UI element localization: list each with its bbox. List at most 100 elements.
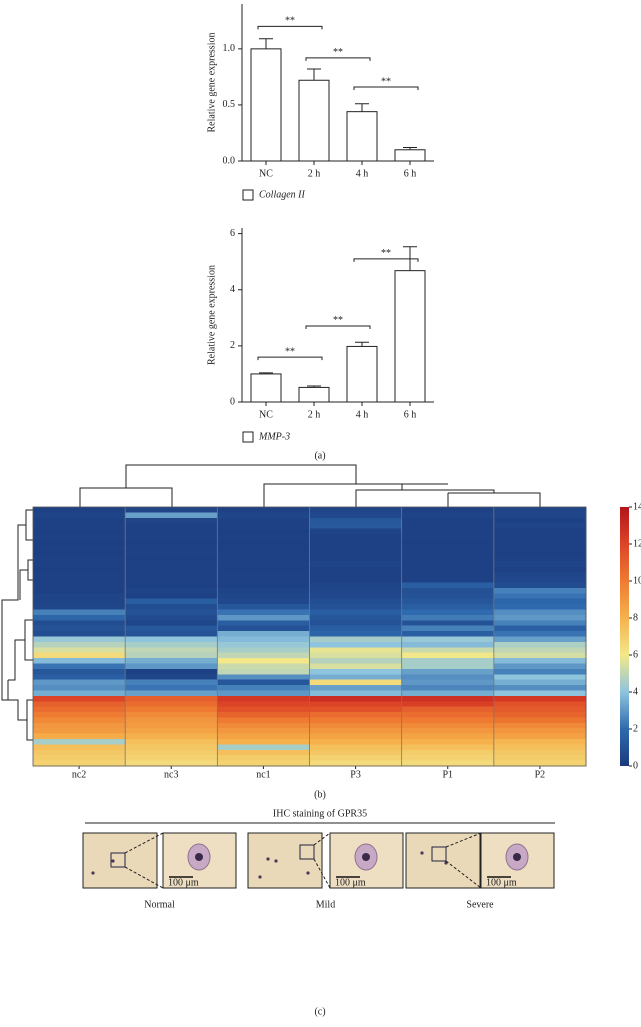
group-label: Severe [466, 899, 494, 910]
zoom-lines [445, 832, 482, 889]
bar [250, 48, 282, 162]
heatmap-cell [401, 631, 495, 637]
heatmap-cell [309, 593, 402, 600]
heatmap-cell [401, 690, 495, 697]
heatmap-cell [33, 620, 126, 627]
heatmap-cell [217, 517, 310, 524]
heatmap-cell [493, 695, 587, 702]
heatmap-cell [309, 614, 402, 621]
heatmap-cell [217, 620, 310, 627]
x-tick-label: nc1 [256, 769, 270, 780]
heatmap-cell [401, 679, 495, 686]
heatmap-cell [217, 722, 310, 729]
heatmap-cell [33, 544, 126, 551]
heatmap-cell [309, 609, 402, 616]
heatmap-cell [33, 760, 126, 767]
heatmap-cell [125, 652, 218, 659]
y-tick-label: 4 [230, 284, 235, 295]
heatmap-cell [401, 604, 495, 610]
heatmap-cell [217, 668, 310, 675]
x-tick-label: 2 h [308, 168, 321, 179]
heatmap-cell [125, 722, 218, 729]
cell-nucleus [362, 853, 370, 861]
cell-nucleus [195, 853, 203, 861]
heatmap-cell [493, 555, 587, 562]
colorbar-tick-label: 14 [633, 501, 641, 512]
heatmap-cell [33, 609, 126, 616]
legend-label: Collagen II [259, 189, 305, 200]
heatmap-cell [309, 668, 402, 675]
heatmap-cell [33, 593, 126, 600]
x-tick-label: nc3 [164, 769, 178, 780]
heatmap-cell [217, 528, 310, 535]
heatmap-cell [33, 566, 126, 573]
heatmap-cell [217, 695, 310, 702]
heatmap-cell [401, 652, 495, 659]
heatmap-cell [401, 609, 495, 616]
heatmap-cell [125, 560, 218, 567]
heatmap-cell [125, 701, 218, 707]
heatmap-cell [309, 566, 402, 573]
x-tick-label: nc2 [72, 769, 86, 780]
heatmap-cell [217, 560, 310, 567]
heatmap-cell [401, 663, 495, 670]
colorbar-tick-label: 0 [633, 760, 638, 771]
heatmap-cell [217, 744, 310, 751]
heatmap-cell [493, 706, 587, 713]
panel-caption: (a) [314, 450, 325, 461]
colorbar-tick-label: 10 [633, 575, 641, 586]
heatmap-cell [217, 631, 310, 637]
heatmap-cell [309, 760, 402, 767]
heatmap-cell [217, 512, 310, 519]
heatmap-cell [33, 712, 126, 718]
heatmap-cell [125, 760, 218, 767]
heatmap-cell [125, 587, 218, 594]
heatmap-cell [125, 641, 218, 648]
heatmap-cell [493, 749, 587, 756]
heatmap-cell [33, 587, 126, 594]
zoom-box [110, 852, 126, 868]
heatmap-cell [401, 587, 495, 594]
heatmap-cell [309, 560, 402, 567]
heatmap-cell [401, 695, 495, 702]
column-dendrogram [79, 464, 541, 507]
heatmap-cell [401, 625, 495, 632]
heatmap-cell [33, 647, 126, 653]
heatmap-cell [33, 701, 126, 707]
colorbar-tick-label: 12 [633, 538, 641, 549]
heatmap-cell [493, 593, 587, 600]
heatmap-cell [33, 528, 126, 535]
heatmap-cell [493, 685, 587, 691]
y-tick-label: 0 [230, 396, 235, 407]
heatmap-cell [33, 550, 126, 556]
heatmap-cell [33, 614, 126, 621]
heatmap-cell [493, 507, 587, 513]
heatmap-cell [309, 507, 402, 513]
heatmap-cell [493, 533, 587, 540]
heatmap-cell [309, 555, 402, 562]
heatmap-cell [401, 668, 495, 675]
heatmap-cell [309, 544, 402, 551]
heatmap-cell [309, 701, 402, 707]
legend-swatch [242, 189, 254, 201]
heatmap-cell [33, 523, 126, 529]
y-tick-label: 0.0 [223, 155, 236, 166]
heatmap-cell [125, 512, 218, 519]
heatmap-cell [493, 625, 587, 632]
heatmap-cell [309, 577, 402, 583]
heatmap-cell [33, 679, 126, 686]
error-bar [355, 103, 369, 112]
heatmap-cell [309, 685, 402, 691]
heatmap-cell [217, 555, 310, 562]
heatmap-cell [309, 620, 402, 627]
zoom-box [299, 844, 315, 860]
heatmap-cell [33, 663, 126, 670]
heatmap-cell [125, 706, 218, 713]
heatmap-cell [493, 512, 587, 519]
heatmap-cell [217, 598, 310, 605]
colorbar-tick-label: 4 [633, 686, 638, 697]
panel-caption: (b) [314, 789, 326, 800]
heatmap-cell [493, 674, 587, 680]
heatmap-cell [125, 533, 218, 540]
heatmap-cell [125, 625, 218, 632]
